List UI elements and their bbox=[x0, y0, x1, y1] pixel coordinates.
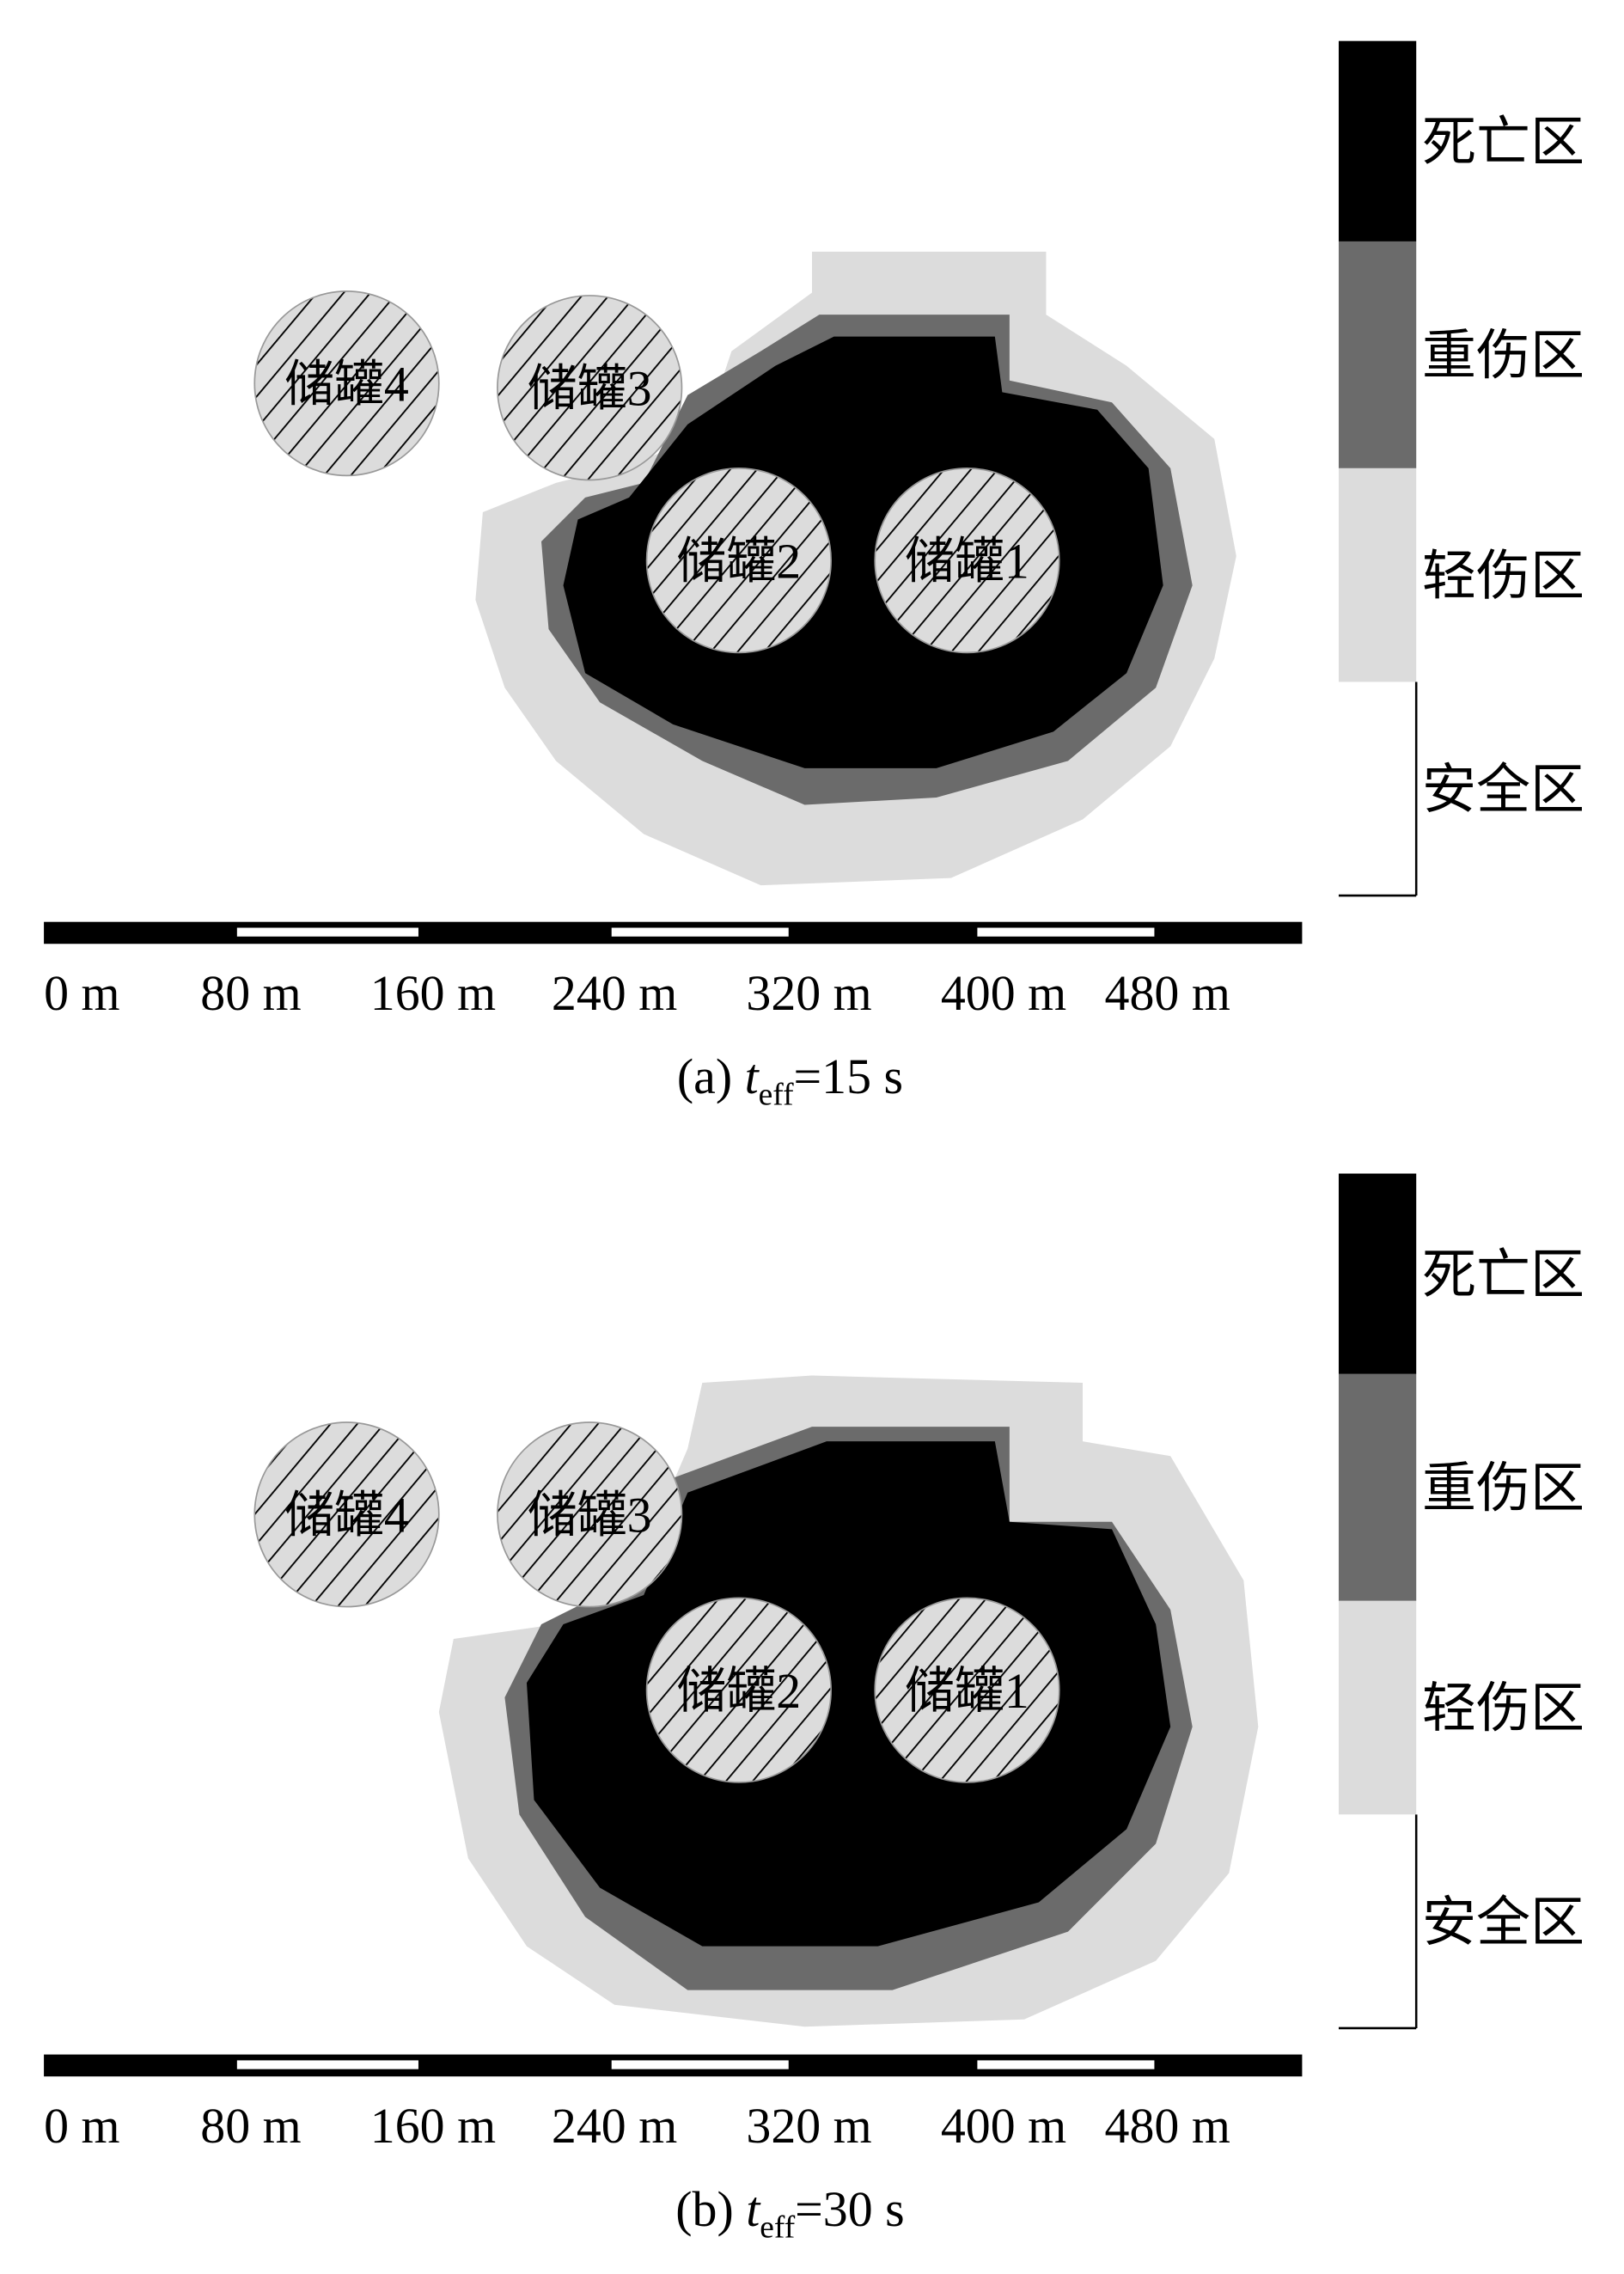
scale-label: 400 m bbox=[941, 2098, 1066, 2154]
tank-label: 储罐4 bbox=[284, 1488, 409, 1544]
scale-bar: 0 m 80 m 160 m 240 m 320 m 400 m 480 m bbox=[44, 2054, 1303, 2154]
caption-subscript: eff bbox=[759, 1078, 794, 1113]
legend-label: 安全区 bbox=[1422, 760, 1584, 820]
legend-label: 死亡区 bbox=[1422, 1244, 1584, 1305]
legend-item: 轻伤区 bbox=[1338, 468, 1584, 682]
legend-item: 安全区 bbox=[1338, 1814, 1584, 2028]
legend-item: 死亡区 bbox=[1338, 40, 1584, 241]
storage-tank-4: 储罐4 bbox=[253, 1421, 440, 1608]
storage-tank-2: 储罐2 bbox=[645, 468, 832, 654]
caption-value: =15 s bbox=[794, 1048, 904, 1104]
legend-item: 安全区 bbox=[1338, 682, 1584, 896]
panel-caption: (b) teff=30 s bbox=[675, 2181, 904, 2246]
legend-label: 重伤区 bbox=[1422, 1458, 1584, 1519]
scale-label: 320 m bbox=[746, 965, 871, 1021]
legend-swatch bbox=[1338, 1814, 1417, 2028]
legend-swatch bbox=[1338, 1173, 1417, 1374]
legend-item: 重伤区 bbox=[1338, 1373, 1584, 1601]
caption-variable: t bbox=[745, 1048, 760, 1104]
legend-label: 轻伤区 bbox=[1422, 1678, 1584, 1739]
tank-label: 储罐2 bbox=[677, 1663, 802, 1719]
legend-swatch bbox=[1338, 682, 1417, 896]
legend-item: 重伤区 bbox=[1338, 241, 1584, 468]
scale-label: 0 m bbox=[44, 2098, 119, 2154]
storage-tank-2: 储罐2 bbox=[645, 1597, 832, 1783]
storage-tank-3: 储罐3 bbox=[497, 1421, 683, 1608]
caption-label: (b) bbox=[675, 2181, 746, 2237]
panel-a: 储罐1 储罐2 储罐3 储罐4 0 m 80 m 160 m 240 m 320 m 400 m 4… bbox=[44, 40, 1584, 1113]
scale-label: 0 m bbox=[44, 965, 119, 1021]
legend-swatch bbox=[1338, 1600, 1417, 1815]
scale-label: 80 m bbox=[200, 2098, 301, 2154]
storage-tank-4: 储罐4 bbox=[253, 290, 440, 477]
scale-label: 320 m bbox=[746, 2098, 871, 2154]
scale-label: 80 m bbox=[200, 965, 301, 1021]
legend-item: 死亡区 bbox=[1338, 1173, 1584, 1374]
scale-label: 240 m bbox=[552, 2098, 677, 2154]
death-zone bbox=[526, 1441, 1171, 1947]
storage-tank-1: 储罐1 bbox=[874, 1597, 1060, 1783]
caption-value: =30 s bbox=[795, 2181, 905, 2237]
legend-item: 轻伤区 bbox=[1338, 1600, 1584, 1815]
scale-bar: 0 m 80 m 160 m 240 m 320 m 400 m 480 m bbox=[44, 921, 1303, 1021]
tank-label: 储罐1 bbox=[905, 1663, 1029, 1719]
tank-label: 储罐4 bbox=[284, 357, 409, 413]
death-zone bbox=[563, 336, 1163, 768]
legend-swatch bbox=[1338, 1373, 1417, 1601]
panel-caption: (a) teff=15 s bbox=[677, 1048, 903, 1113]
legend-swatch bbox=[1338, 241, 1417, 468]
tank-label: 储罐2 bbox=[677, 534, 802, 590]
legend-label: 安全区 bbox=[1422, 1892, 1584, 1953]
legend-swatch bbox=[1338, 468, 1417, 682]
legend-label: 死亡区 bbox=[1422, 112, 1584, 172]
legend-label: 重伤区 bbox=[1422, 326, 1584, 386]
scale-label: 160 m bbox=[370, 965, 496, 1021]
scale-label: 240 m bbox=[552, 965, 677, 1021]
caption-variable: t bbox=[746, 2181, 761, 2237]
caption-label: (a) bbox=[677, 1048, 745, 1104]
panel-b: 储罐1 储罐2 储罐3 储罐4 0 m 80 m 160 m 240 m 320 m 400 m 4… bbox=[44, 1173, 1584, 2246]
tank-label: 储罐3 bbox=[528, 361, 652, 417]
legend-swatch bbox=[1338, 40, 1417, 241]
legend-label: 轻伤区 bbox=[1422, 546, 1584, 606]
scale-label: 400 m bbox=[941, 965, 1066, 1021]
caption-subscript: eff bbox=[760, 2210, 795, 2245]
tank-label: 储罐3 bbox=[528, 1488, 652, 1544]
scale-label: 160 m bbox=[370, 2098, 496, 2154]
scale-label: 480 m bbox=[1105, 2098, 1230, 2154]
tank-label: 储罐1 bbox=[905, 534, 1029, 590]
scale-label: 480 m bbox=[1105, 965, 1230, 1021]
storage-tank-1: 储罐1 bbox=[874, 468, 1060, 654]
storage-tank-3: 储罐3 bbox=[497, 295, 683, 481]
